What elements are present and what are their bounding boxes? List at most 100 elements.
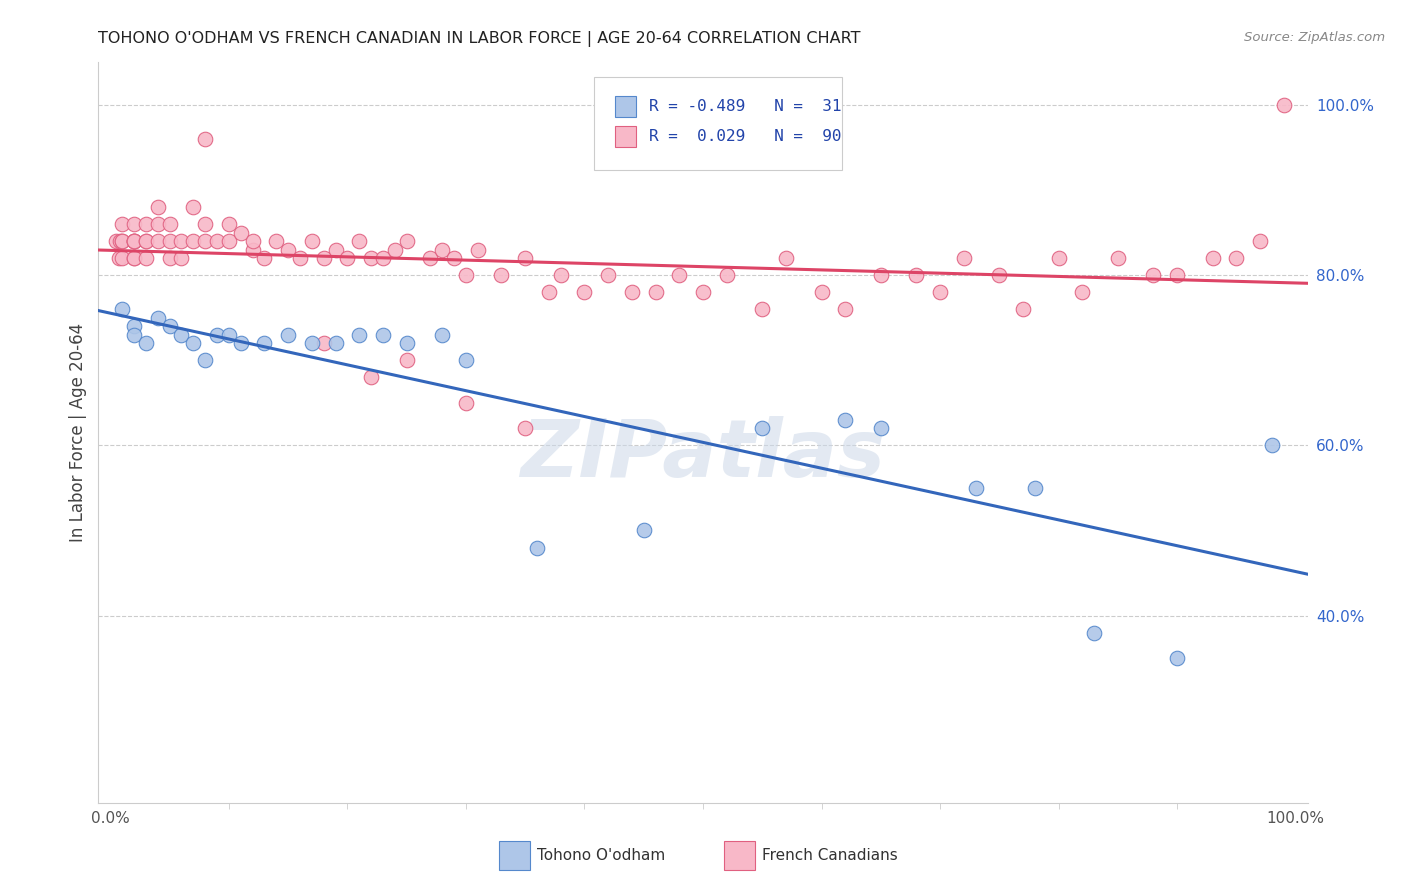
Point xyxy=(122,234,145,248)
Point xyxy=(644,285,666,300)
Point xyxy=(347,234,370,248)
Point xyxy=(288,251,311,265)
Point xyxy=(277,327,299,342)
Point xyxy=(751,421,773,435)
Point xyxy=(159,217,181,231)
Point xyxy=(170,234,193,248)
Point xyxy=(122,251,145,265)
Point xyxy=(371,251,394,265)
Point xyxy=(122,234,145,248)
Point xyxy=(869,421,891,435)
Point xyxy=(111,302,134,317)
Point xyxy=(1166,268,1188,283)
Point xyxy=(1202,251,1225,265)
Point xyxy=(929,285,952,300)
Point xyxy=(810,285,832,300)
Point xyxy=(395,353,418,368)
Point xyxy=(194,353,217,368)
Point xyxy=(620,285,643,300)
Point xyxy=(1107,251,1129,265)
Text: TOHONO O'ODHAM VS FRENCH CANADIAN IN LABOR FORCE | AGE 20-64 CORRELATION CHART: TOHONO O'ODHAM VS FRENCH CANADIAN IN LAB… xyxy=(98,31,860,47)
Point xyxy=(135,234,157,248)
Point xyxy=(229,226,252,240)
Point xyxy=(242,243,264,257)
Point xyxy=(432,327,454,342)
Point xyxy=(751,302,773,317)
Point xyxy=(111,251,134,265)
Point xyxy=(1083,625,1105,640)
Point xyxy=(834,302,856,317)
Point xyxy=(107,251,129,265)
Point xyxy=(1272,98,1295,112)
Text: French Canadians: French Canadians xyxy=(762,848,898,863)
Point xyxy=(146,234,169,248)
Point xyxy=(253,251,276,265)
Point xyxy=(1047,251,1070,265)
Point xyxy=(1024,481,1046,495)
Point xyxy=(194,217,217,231)
Point xyxy=(491,268,513,283)
Point xyxy=(633,524,655,538)
Point xyxy=(111,234,134,248)
Point xyxy=(454,353,477,368)
Point xyxy=(360,251,382,265)
Point xyxy=(146,217,169,231)
Point xyxy=(108,234,131,248)
Point xyxy=(205,327,228,342)
Point xyxy=(965,481,987,495)
Point xyxy=(395,336,418,351)
Point xyxy=(218,234,240,248)
Point xyxy=(443,251,465,265)
Point xyxy=(1261,438,1284,452)
Point xyxy=(111,234,134,248)
Point xyxy=(454,396,477,410)
Point xyxy=(122,234,145,248)
Point xyxy=(325,243,347,257)
Point xyxy=(336,251,359,265)
Point xyxy=(135,336,157,351)
Point xyxy=(312,251,335,265)
Point xyxy=(181,234,204,248)
Point xyxy=(574,285,596,300)
Point xyxy=(170,251,193,265)
Text: ZIPatlas: ZIPatlas xyxy=(520,416,886,494)
Point xyxy=(1166,651,1188,665)
Point xyxy=(312,336,335,351)
Point xyxy=(467,243,489,257)
Point xyxy=(122,327,145,342)
Point xyxy=(159,319,181,334)
Point xyxy=(229,336,252,351)
Point xyxy=(360,370,382,384)
Point xyxy=(301,234,323,248)
Point xyxy=(952,251,974,265)
Text: Source: ZipAtlas.com: Source: ZipAtlas.com xyxy=(1244,31,1385,45)
Point xyxy=(146,310,169,325)
Point xyxy=(515,421,537,435)
Point xyxy=(550,268,572,283)
Point xyxy=(526,541,548,555)
FancyBboxPatch shape xyxy=(614,96,637,117)
Text: R = -0.489   N =  31: R = -0.489 N = 31 xyxy=(648,99,841,114)
Point xyxy=(1225,251,1247,265)
Point xyxy=(988,268,1011,283)
Point xyxy=(111,217,134,231)
Point xyxy=(454,268,477,283)
Text: R =  0.029   N =  90: R = 0.029 N = 90 xyxy=(648,129,841,144)
Y-axis label: In Labor Force | Age 20-64: In Labor Force | Age 20-64 xyxy=(69,323,87,542)
Point xyxy=(135,217,157,231)
Point xyxy=(301,336,323,351)
Point xyxy=(598,268,620,283)
Point xyxy=(325,336,347,351)
Point xyxy=(122,251,145,265)
Point xyxy=(159,251,181,265)
Point xyxy=(146,200,169,214)
Point xyxy=(122,234,145,248)
Point xyxy=(122,217,145,231)
Point xyxy=(122,319,145,334)
Point xyxy=(834,413,856,427)
Point xyxy=(253,336,276,351)
Point xyxy=(371,327,394,342)
Point xyxy=(692,285,714,300)
Point xyxy=(384,243,406,257)
FancyBboxPatch shape xyxy=(595,78,842,169)
